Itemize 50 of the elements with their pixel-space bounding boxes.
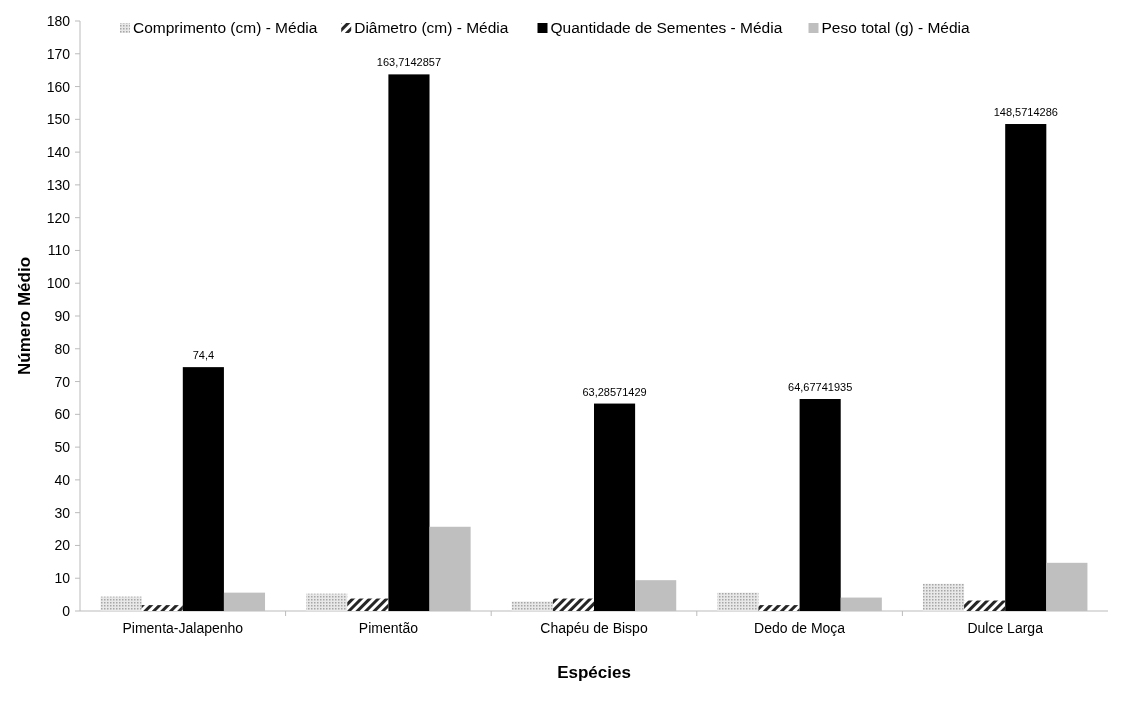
bar [717,592,759,611]
y-tick-label: 160 [46,78,71,95]
y-tick-label: 70 [54,373,71,390]
bar [511,601,553,611]
data-label: 163,7142857 [376,56,442,69]
y-tick-label: 80 [54,340,71,357]
x-tick-label: Pimentão [358,620,419,636]
bar [141,605,183,611]
y-tick-label: 140 [46,144,71,161]
data-label: 74,4 [192,349,215,362]
data-label: 148,5714286 [993,106,1058,119]
y-tick-label: 40 [54,471,71,488]
legend-label: Quantidade de Sementes - Média [550,19,783,36]
y-tick-label: 100 [46,275,71,292]
y-tick-label: 0 [62,603,71,619]
y-axis-title: Número Médio [15,256,34,376]
bar [1005,124,1047,611]
y-tick-label: 180 [46,13,71,29]
y-tick-label: 10 [54,570,71,587]
legend-label: Peso total (g) - Média [821,19,971,36]
data-label: 63,28571429 [582,385,647,398]
y-tick-label: 110 [47,242,71,259]
x-axis-title: Espécies [557,663,631,682]
x-tick-label: Dedo de Moça [754,620,846,636]
y-tick-label: 130 [46,176,71,193]
bar [799,399,841,611]
y-tick-label: 20 [54,537,71,554]
bar [552,598,594,611]
y-tick-label: 90 [54,308,71,324]
bar [758,605,800,611]
x-tick-label: Dulce Larga [967,620,1044,636]
legend-label: Comprimento (cm) - Média [133,19,318,36]
x-tick-label: Chapéu de Bispo [540,620,648,636]
x-tick-label: Pimenta-Jalapenho [122,620,244,636]
bar [594,403,636,611]
bar [306,593,348,611]
y-tick-label: 170 [46,45,71,62]
y-tick-label: 60 [54,406,71,423]
y-tick-label: 150 [46,111,71,128]
bar [347,598,389,611]
legend-label: Diâmetro (cm) - Média [354,19,509,36]
bar [964,600,1006,611]
bar [182,367,224,611]
y-tick-label: 50 [54,439,71,456]
y-tick-label: 30 [54,504,71,521]
bar [388,74,430,611]
y-tick-label: 120 [46,209,71,226]
data-label: 64,67741935 [788,381,853,393]
bar [922,583,965,611]
bar [100,596,142,611]
